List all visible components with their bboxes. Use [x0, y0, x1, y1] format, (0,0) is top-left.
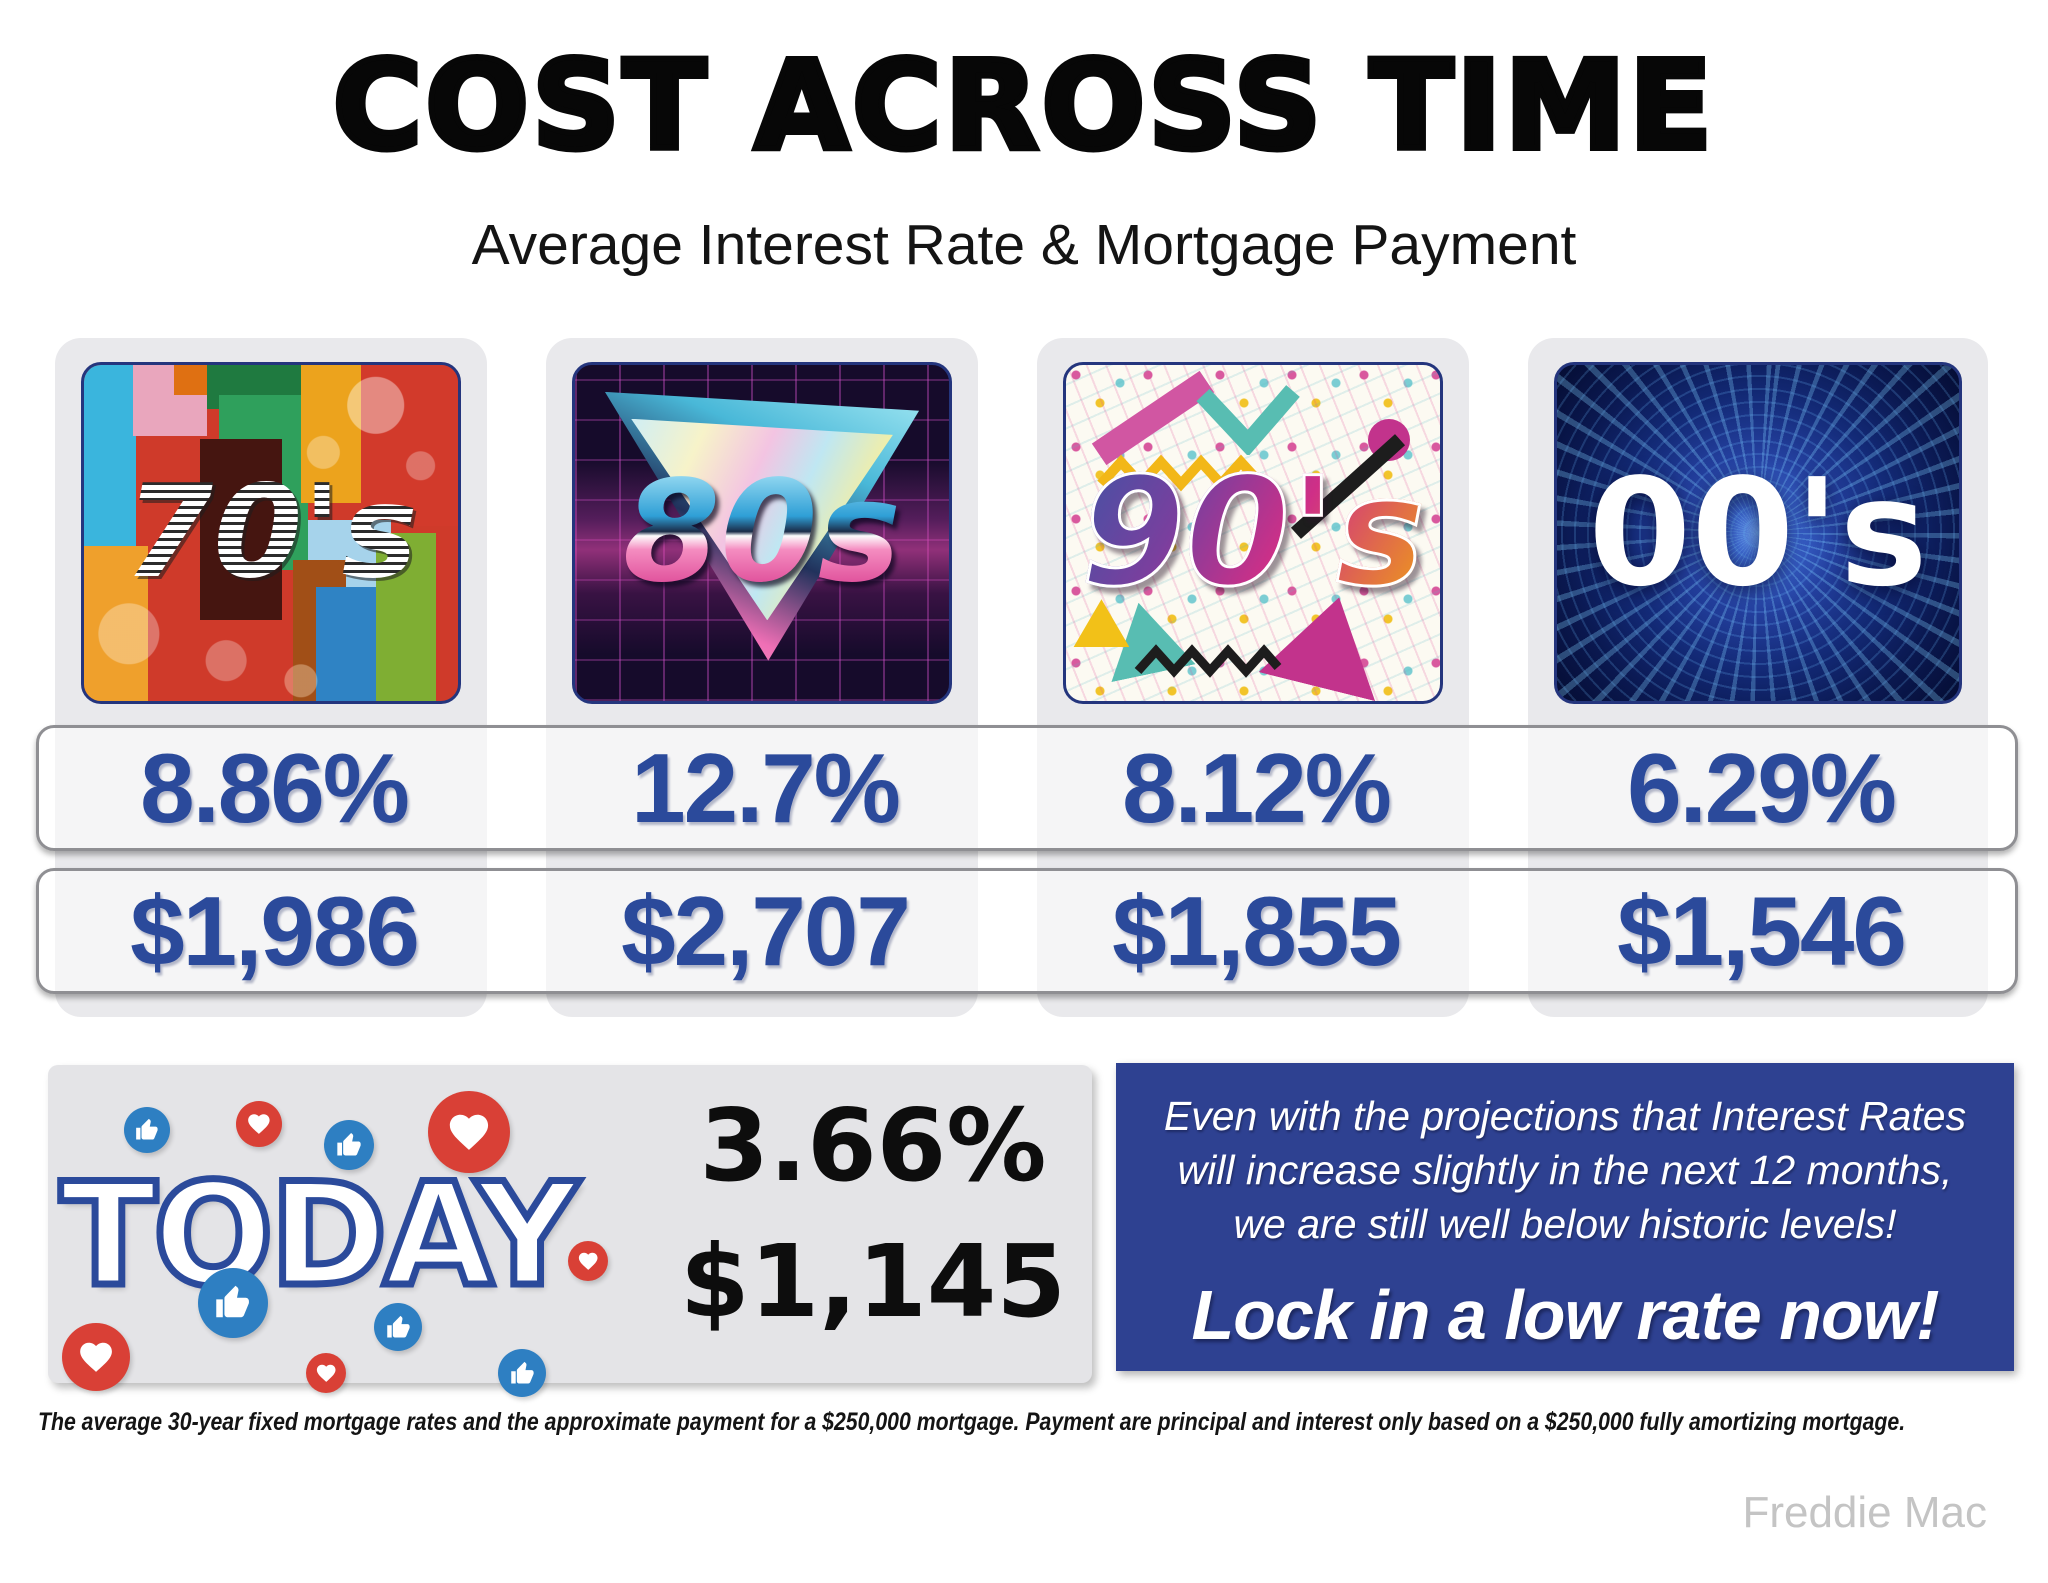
heart-icon [306, 1353, 346, 1393]
payments-band: $1,986 $2,707 $1,855 $1,546 [36, 868, 2018, 994]
decade-tile-00s: 00's [1554, 362, 1962, 704]
heart-icon [428, 1091, 510, 1173]
zigzag-shape [1097, 454, 1265, 492]
callout-box: Even with the projections that Interest … [1116, 1063, 2014, 1371]
decade-label-00s: 00's [1588, 447, 1928, 619]
rate-00s: 6.29% [1627, 732, 1897, 843]
thumbs-up-icon [198, 1268, 268, 1338]
disclaimer: The average 30-year fixed mortgage rates… [38, 1408, 1906, 1436]
attribution-freddie-mac: Freddie Mac [1742, 1488, 1987, 1537]
payment-70s: $1,986 [130, 875, 420, 986]
decade-column-80s: 80s [546, 338, 978, 1017]
callout-message: Even with the projections that Interest … [1163, 1093, 1967, 1248]
thumbs-up-icon [374, 1303, 422, 1351]
page-subtitle: Average Interest Rate & Mortgage Payment [471, 213, 1577, 277]
today-payment: $1,145 [680, 1223, 1066, 1340]
heart-icon [236, 1101, 282, 1147]
payment-00s: $1,546 [1617, 875, 1907, 986]
decade-label-90s: 90's [1066, 457, 1440, 610]
thumbs-up-icon [124, 1107, 170, 1153]
zigzag-shape [1134, 644, 1282, 678]
decade-column-70s: 70's [55, 338, 487, 1017]
thumbs-up-icon [324, 1120, 374, 1170]
rate-70s: 8.86% [140, 732, 410, 843]
today-values: 3.66% $1,145 [648, 1065, 1098, 1383]
callout-cta: Lock in a low rate now! [1191, 1276, 1939, 1355]
decade-label-80s: 80s [575, 463, 949, 603]
payment-90s: $1,855 [1112, 875, 1402, 986]
rate-90s: 8.12% [1122, 732, 1392, 843]
rates-band: 8.86% 12.7% 8.12% 6.29% [36, 725, 2018, 851]
today-panel: TODAY 3.66% $1,145 [48, 1065, 1092, 1397]
thumbs-up-icon [498, 1349, 546, 1397]
heart-icon [62, 1323, 130, 1391]
decade-tile-70s: 70's [81, 362, 461, 704]
decade-tile-90s: 90's [1063, 362, 1443, 704]
decade-tile-80s: 80s [572, 362, 952, 704]
check-shape [1196, 385, 1300, 456]
rate-80s: 12.7% [631, 732, 901, 843]
heart-icon [568, 1241, 608, 1281]
today-rate: 3.66% [699, 1087, 1047, 1204]
today-label: TODAY [57, 1153, 583, 1318]
payment-80s: $2,707 [621, 875, 911, 986]
page-title: COST ACROSS TIME [330, 35, 1716, 177]
decade-label-70s: 70's [84, 469, 458, 597]
